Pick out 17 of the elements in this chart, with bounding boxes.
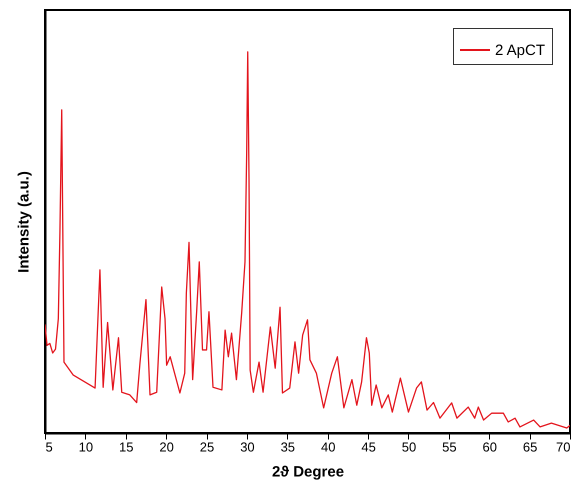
x-tick-label: 40: [320, 440, 336, 454]
x-tick-label: 55: [442, 440, 457, 454]
x-tick-label: 60: [482, 440, 497, 454]
x-tick-label: 70: [556, 440, 570, 454]
x-tick-label: 65: [522, 440, 538, 454]
x-axis-title: 2ϑ Degree: [272, 464, 344, 480]
x-tick-label: 30: [240, 440, 255, 454]
x-tick-label: 45: [361, 440, 376, 454]
x-tick-label: 5: [46, 440, 53, 454]
x-tick-label: 35: [280, 440, 296, 454]
x-tick-label: 15: [119, 440, 134, 454]
legend-label: 2 ApCT: [495, 42, 546, 59]
x-tick-label: 25: [200, 440, 214, 454]
x-tick-label: 50: [402, 440, 416, 454]
x-tick-label: 10: [78, 440, 94, 454]
y-axis-title: Intensity (a.u.): [16, 171, 32, 273]
x-tick-label: 20: [159, 440, 174, 454]
